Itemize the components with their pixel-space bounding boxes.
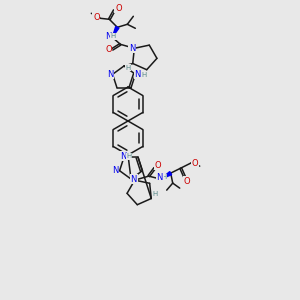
- Polygon shape: [112, 26, 119, 37]
- Text: O: O: [154, 160, 161, 169]
- Text: H: H: [142, 72, 147, 78]
- Text: O: O: [115, 4, 122, 13]
- Text: N: N: [157, 172, 163, 182]
- Text: N: N: [129, 44, 136, 53]
- Polygon shape: [161, 172, 172, 179]
- Text: N: N: [105, 32, 112, 41]
- Text: O: O: [183, 177, 190, 186]
- Text: O: O: [93, 13, 100, 22]
- Text: H: H: [125, 64, 130, 70]
- Text: N: N: [107, 70, 114, 79]
- Text: H: H: [153, 191, 158, 197]
- Text: N: N: [134, 70, 141, 79]
- Text: N: N: [120, 152, 126, 161]
- Text: H: H: [111, 33, 116, 39]
- Text: N: N: [112, 166, 119, 175]
- Text: H: H: [126, 153, 132, 159]
- Text: N: N: [130, 175, 137, 184]
- Text: H: H: [161, 174, 166, 180]
- Text: O: O: [105, 45, 112, 54]
- Text: O: O: [191, 159, 198, 168]
